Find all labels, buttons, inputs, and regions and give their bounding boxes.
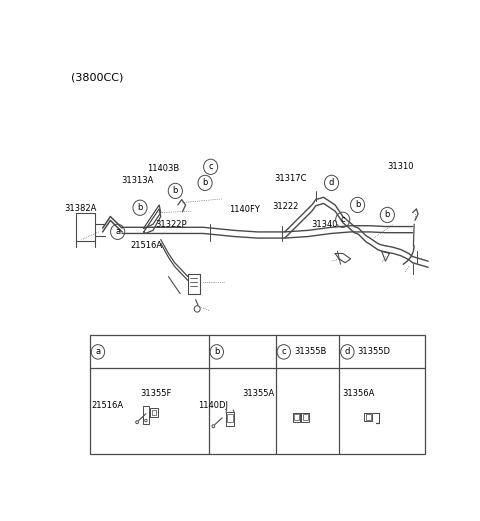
Text: c: c [281,348,286,356]
Text: 21516A: 21516A [92,401,124,410]
Text: 31313A: 31313A [121,177,154,185]
Text: 31355D: 31355D [358,348,391,356]
Text: b: b [214,348,219,356]
Text: 21516A: 21516A [131,241,163,251]
Text: 1140DJ: 1140DJ [198,401,228,410]
Text: 31355A: 31355A [242,389,275,398]
Text: b: b [384,210,390,219]
Text: 31340: 31340 [311,220,337,229]
Text: b: b [203,178,208,188]
Text: b: b [173,187,178,195]
Text: a: a [96,348,100,356]
Text: (3800CC): (3800CC) [71,72,123,82]
Text: 31355F: 31355F [140,389,171,398]
Text: c: c [208,163,213,171]
Text: 31355B: 31355B [294,348,326,356]
Text: b: b [355,201,360,209]
Text: 31310: 31310 [387,163,414,171]
Text: 31317C: 31317C [274,175,306,183]
Text: 1140FY: 1140FY [229,205,260,214]
Text: 31356A: 31356A [343,389,375,398]
Text: 31382A: 31382A [64,204,97,214]
Text: 31222: 31222 [272,202,299,210]
Text: a: a [115,227,120,237]
Text: b: b [137,203,143,212]
Text: 31322P: 31322P [155,220,187,229]
Text: d: d [329,178,334,188]
Text: c: c [340,215,345,224]
Text: d: d [345,348,350,356]
Text: 11403B: 11403B [147,164,180,173]
